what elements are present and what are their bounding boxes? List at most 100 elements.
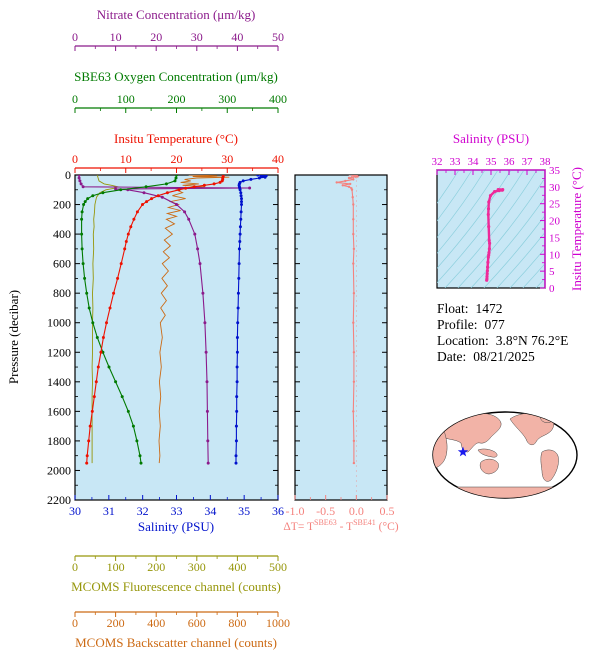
fluorescence-tick-label: 0 [72,560,78,574]
pressure-tick-label: 0 [65,168,71,182]
temperature-tick-label: 30 [221,152,233,166]
ts_salinity-tick-label: 36 [504,156,516,168]
pressure-tick-label: 800 [53,286,71,300]
oxygen-axis-title: SBE63 Oxygen Concentration (μm/kg) [74,69,278,84]
salinity-axis: 30 31 32 33 34 35 36 [69,495,284,518]
ts_salinity-tick-label: 32 [432,156,443,168]
oxygen-tick-label: 300 [218,92,236,106]
salinity-tick-label: 36 [272,504,284,518]
pressure-tick-label: 2000 [47,463,71,477]
ts-plot-area [436,169,546,289]
delta-t-title-post: (°C) [375,520,399,533]
salinity-axis-title: Salinity (PSU) [137,519,215,534]
backscatter-tick-label: 400 [147,616,165,630]
oxygen-axis: 0 100 200 300 400 [72,92,287,113]
temperature-axis-title: Insitu Temperature (°C) [114,131,238,146]
nitrate-tick-label: 30 [191,30,203,44]
nitrate-axis: 0 10 20 30 40 50 [72,30,284,51]
ts-temperature-tick-label: 35 [549,165,561,177]
backscatter-tick-label: 200 [107,616,125,630]
ts_salinity-tick-label: 35 [486,156,498,168]
main-plot-area [74,174,279,501]
delta_t-axis: -1.0 -0.5 0.0 0.5 [286,495,395,518]
info-profile-label: Profile: [437,317,478,332]
pressure-tick-label: 1000 [47,316,71,330]
pressure-tick-label: 1800 [47,434,71,448]
info-profile: Profile: 077 [437,317,568,333]
pressure-axis-title: Pressure (decibar) [6,289,21,385]
ts_salinity-tick-label: 38 [540,156,552,168]
ts-temperature-tick-label: 30 [549,182,561,194]
backscatter-tick-label: 800 [228,616,246,630]
oxygen-tick-label: 200 [168,92,186,106]
salinity-tick-label: 34 [204,504,216,518]
ts-temperature-tick-label: 5 [549,266,555,278]
fluorescence-tick-label: 500 [269,560,287,574]
backscatter-tick-label: 600 [188,616,206,630]
temperature-tick-label: 10 [120,152,132,166]
ts-temperature-tick-label: 0 [549,283,555,295]
pressure-tick-label: 1200 [47,345,71,359]
pressure-tick-label: 200 [53,198,71,212]
nitrate-tick-label: 40 [231,30,243,44]
fluorescence-tick-label: 100 [107,560,125,574]
temperature-tick-label: 0 [72,152,78,166]
ts-temperature-tick-label: 15 [549,232,561,244]
pressure-tick-label: 1600 [47,404,71,418]
temperature-tick-label: 40 [272,152,284,166]
fluorescence-tick-label: 400 [228,560,246,574]
delta-t-curve [335,175,360,465]
ts-salinity-axis-title: Salinity (PSU) [452,131,530,146]
ts_salinity-tick-label: 34 [468,156,480,168]
ts-density-contours [437,170,545,288]
fluorescence-axis-title: MCOMS Fluorescence channel (counts) [71,579,281,594]
oxygen-tick-label: 0 [72,92,78,106]
delta-t-axis-title: ΔT= TSBE63 - TSBE41 (°C) [283,518,398,533]
delta_t-tick-label: 0.5 [380,504,395,518]
nitrate-tick-label: 10 [110,30,122,44]
fluorescence-tick-label: 200 [147,560,165,574]
delta-t-plot-area [294,174,388,501]
info-float-label: Float: [437,301,469,316]
backscatter-axis: 0 200 400 600 800 1000 [72,611,290,630]
delta_t-tick-label: -1.0 [286,504,305,518]
info-float: Float: 1472 [437,301,568,317]
float-info-block: Float: 1472 Profile: 077 Location: 3.8°N 76… [437,301,568,365]
ts_salinity-tick-label: 37 [522,156,534,168]
nitrate-tick-label: 0 [72,30,78,44]
info-date: Date: 08/21/2025 [437,349,568,365]
temperature-axis: 0 10 20 30 40 [72,152,284,173]
nitrate-profile-curve [77,175,252,465]
nitrate-axis-title: Nitrate Concentration (μm/kg) [96,7,256,22]
nitrate-tick-label: 20 [150,30,162,44]
oxygen-profile-curve [80,175,178,465]
ts-temperature-tick-label: 20 [549,216,561,228]
fluorescence-tick-label: 300 [188,560,206,574]
delta-t-title-sup2: SBE41 [353,518,376,527]
ts_salinity-tick-label: 33 [450,156,462,168]
info-date-value: 08/21/2025 [473,349,535,364]
salinity-tick-label: 32 [137,504,149,518]
delta_t-tick-label: 0.0 [349,504,364,518]
salinity-tick-label: 35 [238,504,250,518]
pressure-tick-label: 600 [53,257,71,271]
float-position-marker-icon [457,446,469,457]
info-profile-value: 077 [484,317,505,332]
delta-t-title-mid: - T [336,520,354,533]
temperature-tick-label: 20 [171,152,183,166]
backscatter-profile-curve [158,175,230,464]
delta-t-title-sup1: SBE63 [314,518,337,527]
delta_t-tick-label: -0.5 [316,504,335,518]
nitrate-tick-label: 50 [272,30,284,44]
temperature-profile-curve [85,175,225,465]
backscatter-tick-label: 1000 [266,616,290,630]
info-date-label: Date: [437,349,467,364]
pressure-axis: 0 200 400 600 800 1000 1200 1400 1600 1800 2000 220… [47,168,387,507]
ts-curve [485,188,505,282]
delta-t-surface-star-icon [352,175,357,179]
info-location-value: 3.8°N 76.2°E [495,333,569,348]
oxygen-tick-label: 400 [269,92,287,106]
salinity-tick-label: 33 [171,504,183,518]
salinity-tick-label: 31 [103,504,115,518]
